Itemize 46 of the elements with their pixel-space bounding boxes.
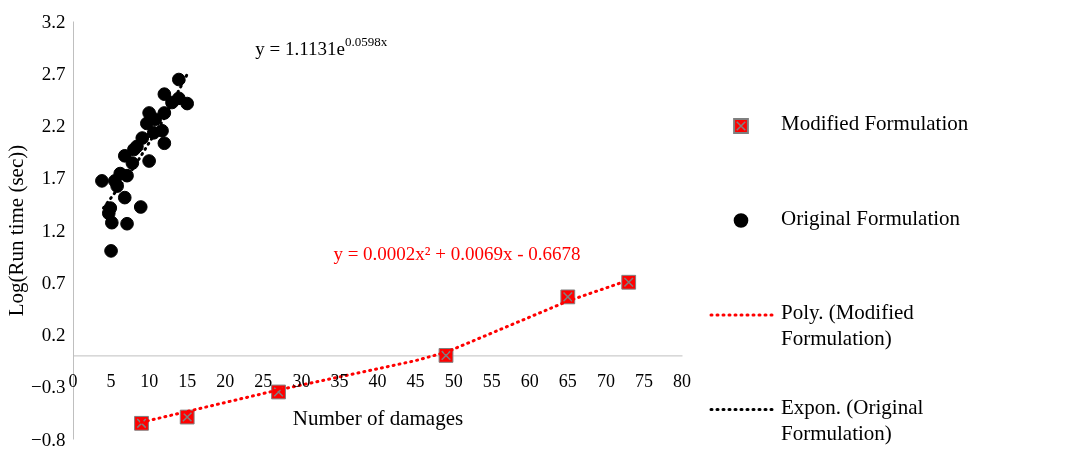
point	[157, 87, 172, 101]
point	[104, 244, 118, 258]
y-tick-label: 1.7	[41, 167, 66, 189]
y-tick-label: 2.7	[41, 62, 66, 84]
point	[155, 123, 169, 138]
y-tick-label: 1.2	[41, 219, 66, 241]
y-tick-label: 0.7	[41, 271, 66, 293]
point	[157, 136, 172, 151]
x-tick-label: 30	[292, 371, 311, 392]
point	[108, 174, 122, 188]
x-axis-title: Number of damages	[292, 405, 464, 430]
y-axis-title: Log(Run time (sec))	[4, 144, 29, 317]
x-tick-label: 40	[368, 371, 387, 392]
legend-label: Expon. (Original Formulation)	[781, 394, 924, 445]
x-tick-label: 25	[254, 371, 273, 392]
x-tick-label: 70	[596, 371, 615, 392]
x-tick-label: 10	[140, 371, 159, 392]
y-tick-label: −0.3	[31, 376, 66, 398]
x-tick-label: 0	[68, 371, 78, 392]
x-tick-label: 50	[444, 371, 463, 392]
x-tick-label: 75	[634, 371, 653, 392]
y-tick-label: −0.8	[31, 428, 66, 450]
legend-label: Poly. (Modified Formulation)	[781, 300, 915, 350]
x-tick-label: 65	[558, 371, 577, 392]
y-tick-label: 0.2	[41, 324, 66, 345]
point	[180, 96, 195, 111]
x-tick-label: 5	[106, 371, 116, 392]
point	[117, 190, 132, 205]
point	[95, 174, 109, 188]
y-tick-label: 3.2	[41, 10, 66, 32]
x-tick-label: 55	[482, 371, 501, 392]
x-tick-label: 35	[330, 371, 349, 392]
point	[142, 154, 156, 168]
point	[120, 216, 134, 231]
y-tick-label: 2.2	[41, 115, 66, 136]
point	[133, 200, 148, 214]
x-tick-label: 60	[520, 371, 539, 392]
x-tick-label: 15	[178, 371, 197, 392]
point	[140, 116, 154, 131]
point	[171, 72, 186, 87]
legend-label: Modified Formulation	[781, 111, 969, 135]
x-tick-label: 80	[673, 371, 691, 392]
x-tick-label: 20	[216, 371, 235, 392]
x-tick-label: 45	[406, 371, 425, 392]
legend-label: Original Formulation	[781, 205, 961, 230]
annotation: y = 0.0002x² + 0.0069x - 0.6678	[333, 243, 581, 264]
